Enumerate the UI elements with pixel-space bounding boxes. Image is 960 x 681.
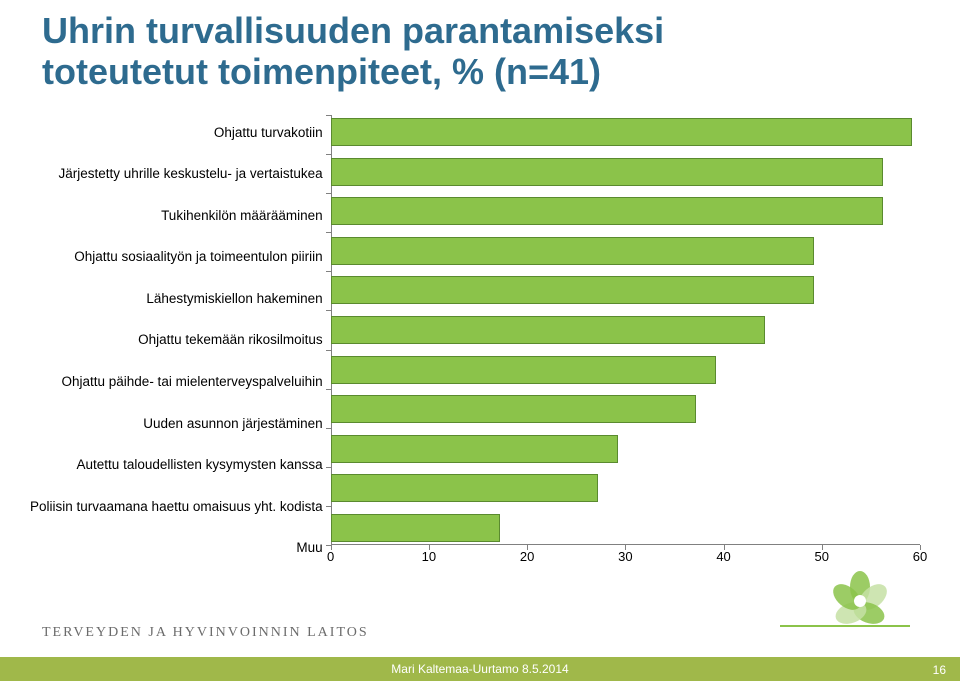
y-tick [326, 193, 331, 194]
y-tick [326, 154, 331, 155]
bar-slot [331, 115, 920, 149]
footer-page: 16 [933, 663, 946, 677]
y-tick [326, 506, 331, 507]
bar [331, 435, 618, 463]
bar [331, 395, 696, 423]
y-axis-label: Muu [30, 531, 331, 565]
bar [331, 276, 814, 304]
slide: Uhrin turvallisuuden parantamiseksi tote… [0, 0, 960, 681]
bar [331, 158, 883, 186]
footer-text: Mari Kaltemaa-Uurtamo 8.5.2014 [391, 662, 568, 676]
bar-slot [331, 234, 920, 268]
plot-area [331, 115, 920, 545]
x-tick-label: 30 [618, 549, 632, 564]
y-axis-label: Ohjattu turvakotiin [30, 115, 331, 149]
y-axis-label: Uuden asunnon järjestäminen [30, 406, 331, 440]
bar [331, 118, 913, 146]
y-tick [326, 232, 331, 233]
title-line-1: Uhrin turvallisuuden parantamiseksi [42, 10, 664, 51]
y-axis-label: Ohjattu päihde- tai mielenterveyspalvelu… [30, 365, 331, 399]
y-axis-label: Järjestetty uhrille keskustelu- ja verta… [30, 157, 331, 191]
y-tick [326, 115, 331, 116]
org-label: TERVEYDEN JA HYVINVOINNIN LAITOS [42, 625, 369, 641]
bar-slot [331, 313, 920, 347]
page-title: Uhrin turvallisuuden parantamiseksi tote… [42, 10, 922, 93]
y-axis-label: Poliisin turvaamana haettu omaisuus yht.… [30, 489, 331, 523]
bar-chart: Ohjattu turvakotiin Järjestetty uhrille k… [30, 115, 920, 565]
y-axis-label: Tukihenkilön määrääminen [30, 198, 331, 232]
x-axis-ticks: 0102030405060 [331, 545, 920, 565]
x-tick-label: 10 [422, 549, 436, 564]
bar [331, 474, 598, 502]
x-tick-label: 50 [815, 549, 829, 564]
plot-column: 0102030405060 [331, 115, 920, 565]
bars-container [331, 115, 920, 545]
bar-slot [331, 471, 920, 505]
x-tick-label: 60 [913, 549, 927, 564]
y-axis-label: Autettu taloudellisten kysymysten kanssa [30, 448, 331, 482]
y-tick [326, 428, 331, 429]
y-tick [326, 271, 331, 272]
chart-inner: Ohjattu turvakotiin Järjestetty uhrille k… [30, 115, 920, 565]
x-tick-label: 20 [520, 549, 534, 564]
bar-slot [331, 273, 920, 307]
y-tick [326, 310, 331, 311]
bar-slot [331, 194, 920, 228]
bar [331, 237, 814, 265]
y-axis-label: Ohjattu sosiaalityön ja toimeentulon pii… [30, 240, 331, 274]
bar [331, 197, 883, 225]
title-line-2: toteutetut toimenpiteet, % (n=41) [42, 51, 601, 92]
y-tick [326, 467, 331, 468]
bar-slot [331, 155, 920, 189]
y-axis-labels: Ohjattu turvakotiin Järjestetty uhrille k… [30, 115, 331, 565]
bar-slot [331, 432, 920, 466]
x-tick-label: 0 [327, 549, 334, 564]
bar [331, 514, 500, 542]
bar [331, 316, 765, 344]
bar-slot [331, 511, 920, 545]
y-axis-label: Lähestymiskiellon hakeminen [30, 281, 331, 315]
flower-icon [780, 571, 910, 641]
x-tick-label: 40 [716, 549, 730, 564]
bar [331, 356, 716, 384]
bar-slot [331, 392, 920, 426]
footer-bar: Mari Kaltemaa-Uurtamo 8.5.2014 16 [0, 657, 960, 681]
bar-slot [331, 353, 920, 387]
y-axis-label: Ohjattu tekemään rikosilmoitus [30, 323, 331, 357]
y-tick [326, 350, 331, 351]
y-tick [326, 389, 331, 390]
